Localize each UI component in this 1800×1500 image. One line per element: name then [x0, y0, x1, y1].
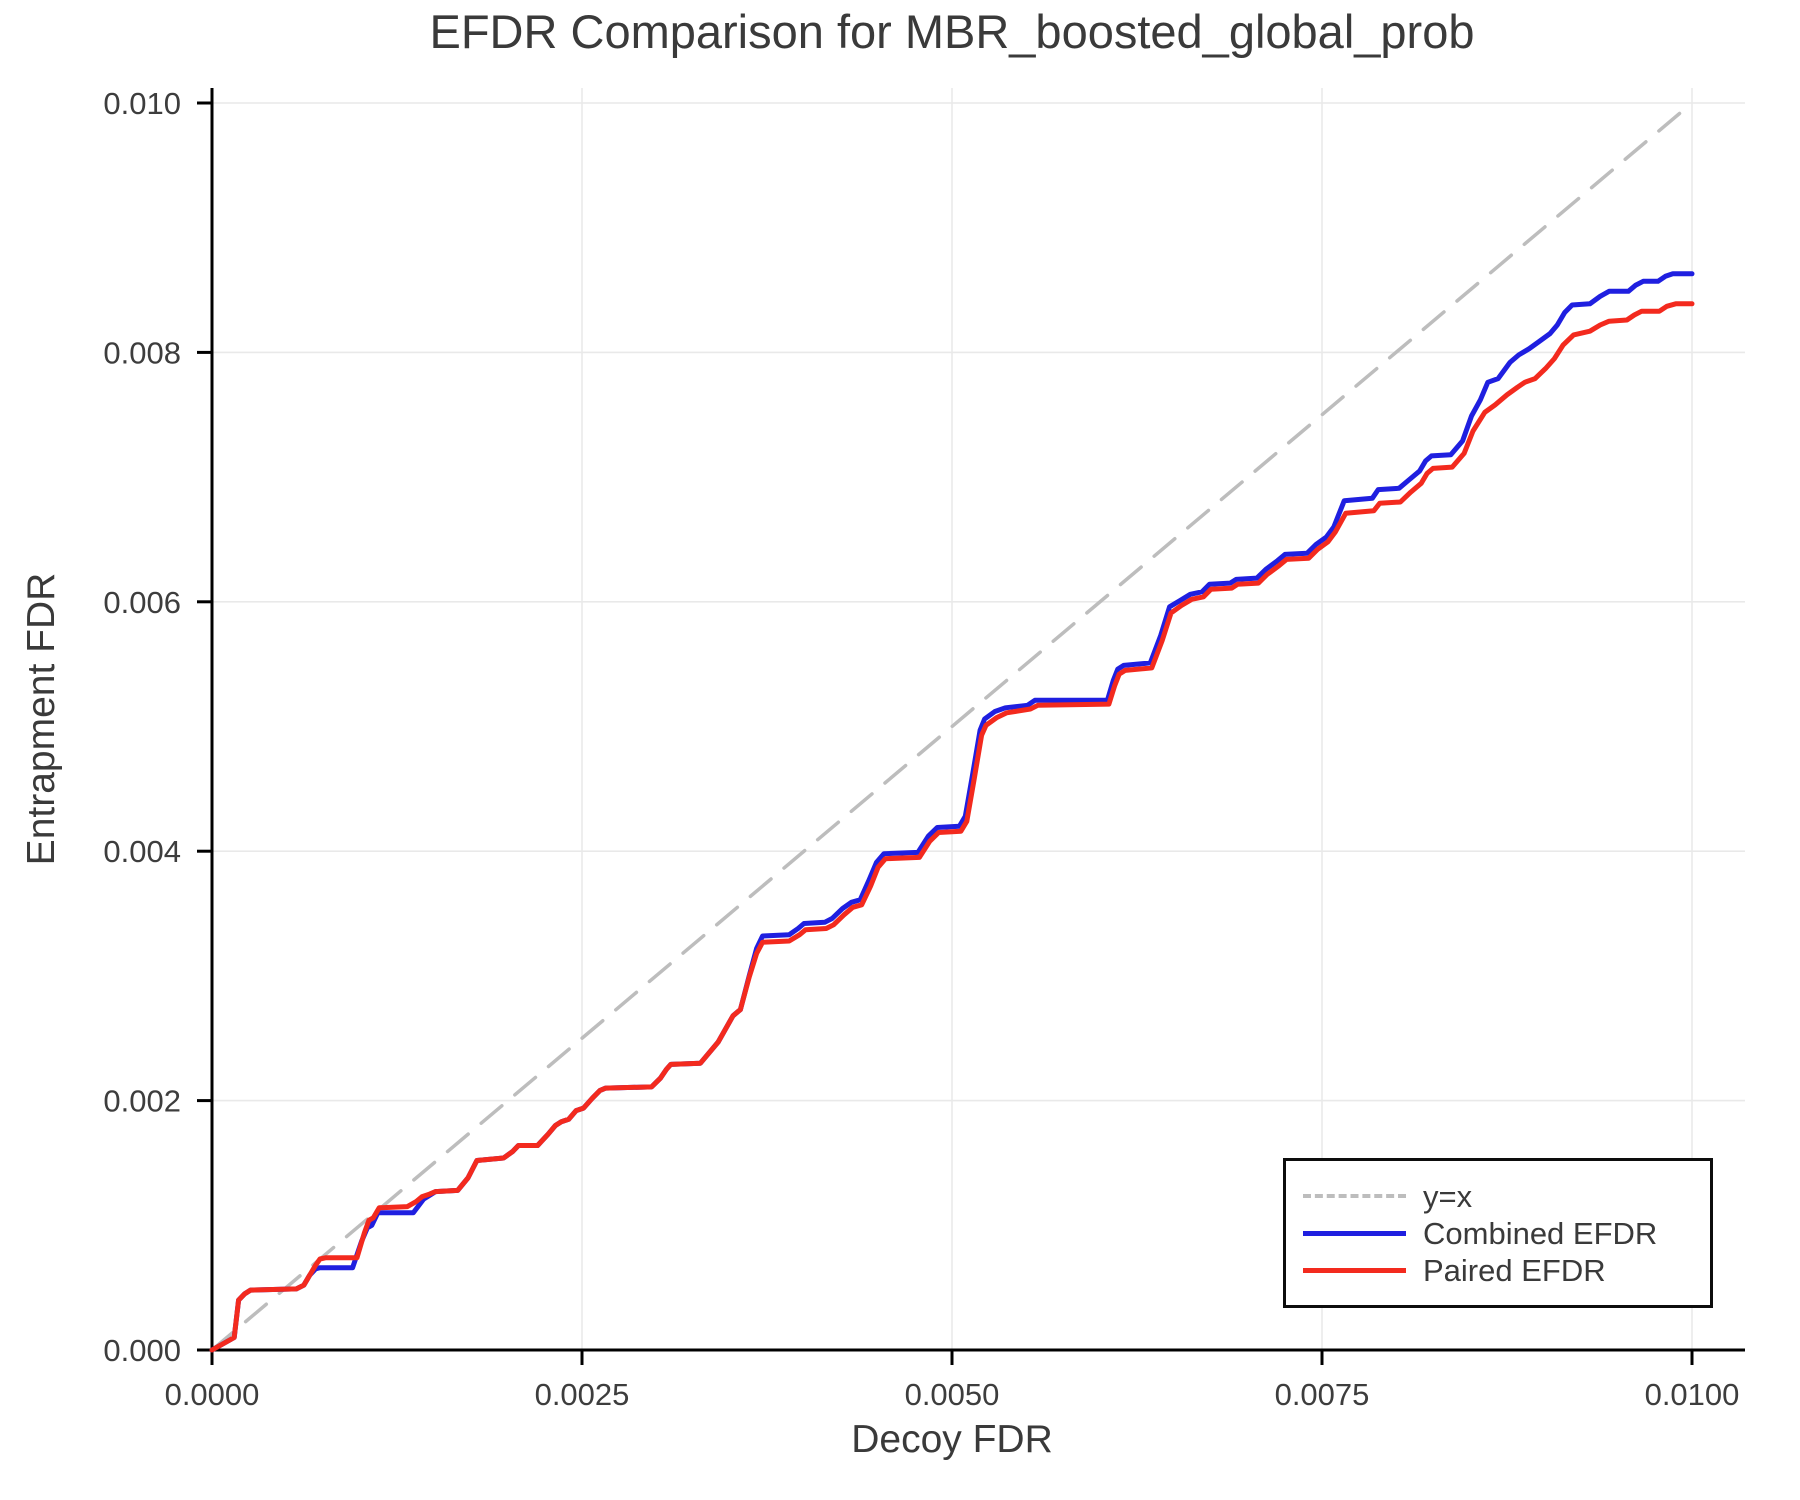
chart-title: EFDR Comparison for MBR_boosted_global_p… [429, 5, 1475, 58]
y-tick-label: 0.008 [103, 335, 181, 370]
yx-line-swatch [1303, 1194, 1406, 1198]
legend-row-paired: Paired EFDR [1303, 1252, 1710, 1289]
x-axis-title: Decoy FDR [851, 1418, 1053, 1461]
x-tick-label: 0.0025 [535, 1377, 630, 1412]
paired-line-swatch [1303, 1267, 1406, 1273]
y-tick-label: 0.000 [103, 1333, 181, 1368]
x-tick-label: 0.0000 [165, 1377, 260, 1412]
legend-row-yx: y=x [1303, 1178, 1710, 1215]
y-tick-label: 0.004 [103, 834, 181, 869]
y-tick-label: 0.010 [103, 86, 181, 121]
x-tick-label: 0.0075 [1275, 1377, 1370, 1412]
legend: y=x Combined EFDR Paired EFDR [1283, 1158, 1713, 1308]
legend-row-combined: Combined EFDR [1303, 1215, 1710, 1252]
legend-label-combined: Combined EFDR [1423, 1215, 1658, 1251]
y-axis-title: Entrapment FDR [20, 572, 63, 866]
combined-line-swatch [1303, 1230, 1406, 1236]
y-tick-label: 0.006 [103, 585, 181, 620]
x-tick-label: 0.0050 [905, 1377, 1000, 1412]
legend-label-yx: y=x [1423, 1178, 1473, 1214]
series-line-paired-efdr [209, 301, 1695, 1353]
legend-label-paired: Paired EFDR [1423, 1252, 1606, 1288]
y-tick-label: 0.002 [103, 1084, 181, 1119]
x-tick-label: 0.0100 [1645, 1377, 1740, 1412]
series-line-y-x [210, 101, 1694, 1352]
